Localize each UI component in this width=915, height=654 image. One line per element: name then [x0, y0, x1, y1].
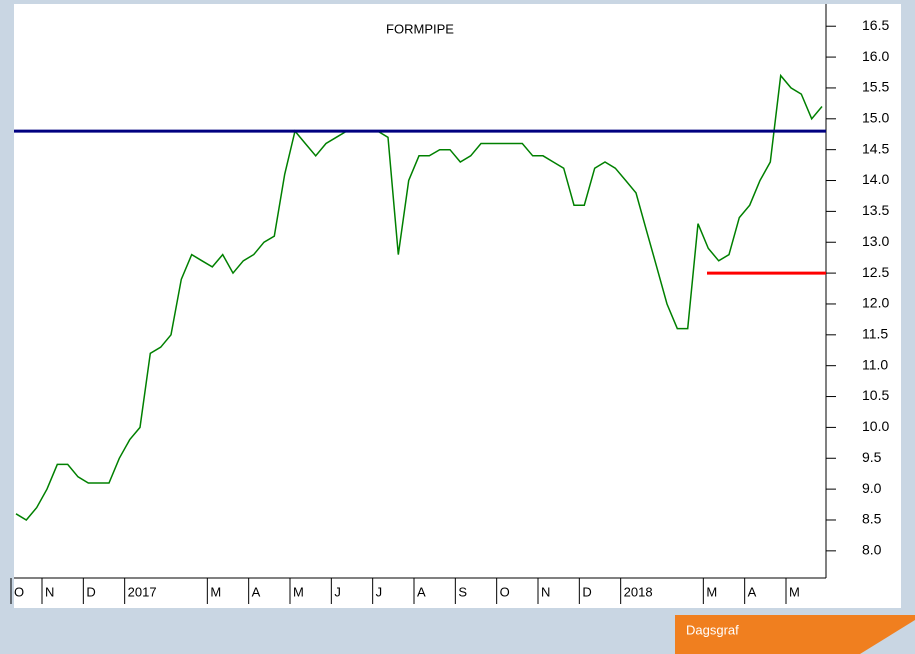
- footer-tab: Dagsgraf: [686, 622, 739, 637]
- x-tick-label: N: [541, 584, 550, 599]
- y-tick-label: 14.0: [862, 171, 889, 187]
- x-tick-label: M: [293, 584, 304, 599]
- y-tick-label: 11.0: [862, 356, 888, 372]
- y-tick-label: 9.5: [862, 449, 882, 465]
- x-tick-label: D: [582, 584, 591, 599]
- y-tick-label: 14.5: [862, 140, 889, 156]
- x-tick-label: A: [252, 584, 261, 599]
- y-tick-label: 8.0: [862, 542, 882, 558]
- x-tick-label: J: [376, 584, 383, 599]
- x-tick-label: D: [86, 584, 95, 599]
- y-tick-label: 13.0: [862, 233, 889, 249]
- y-tick-label: 8.5: [862, 511, 882, 527]
- y-tick-label: 12.0: [862, 295, 889, 311]
- x-tick-label: O: [14, 584, 24, 599]
- x-tick-label: 2017: [128, 584, 157, 599]
- x-tick-label: A: [748, 584, 757, 599]
- x-tick-label: M: [210, 584, 221, 599]
- y-tick-label: 9.0: [862, 480, 882, 496]
- x-tick-label: M: [706, 584, 717, 599]
- y-tick-label: 13.5: [862, 202, 889, 218]
- y-tick-label: 16.5: [862, 17, 889, 33]
- footer-tab-bg: [675, 615, 915, 654]
- x-tick-label: 2018: [624, 584, 653, 599]
- chart-title: FORMPIPE: [386, 21, 454, 36]
- y-tick-label: 15.0: [862, 110, 889, 126]
- chart-panel: [14, 4, 901, 608]
- x-tick-label: M: [789, 584, 800, 599]
- y-tick-label: 16.0: [862, 48, 889, 64]
- x-tick-label: S: [458, 584, 467, 599]
- x-tick-label: A: [417, 584, 426, 599]
- price-line: [15, 73, 823, 521]
- y-tick-label: 15.5: [862, 79, 889, 95]
- y-tick-label: 10.0: [862, 418, 889, 434]
- x-tick-label: N: [45, 584, 54, 599]
- y-tick-label: 10.5: [862, 387, 889, 403]
- x-tick-label: O: [500, 584, 510, 599]
- x-tick-label: J: [334, 584, 341, 599]
- y-tick-label: 12.5: [862, 264, 889, 280]
- y-tick-label: 11.5: [862, 326, 888, 342]
